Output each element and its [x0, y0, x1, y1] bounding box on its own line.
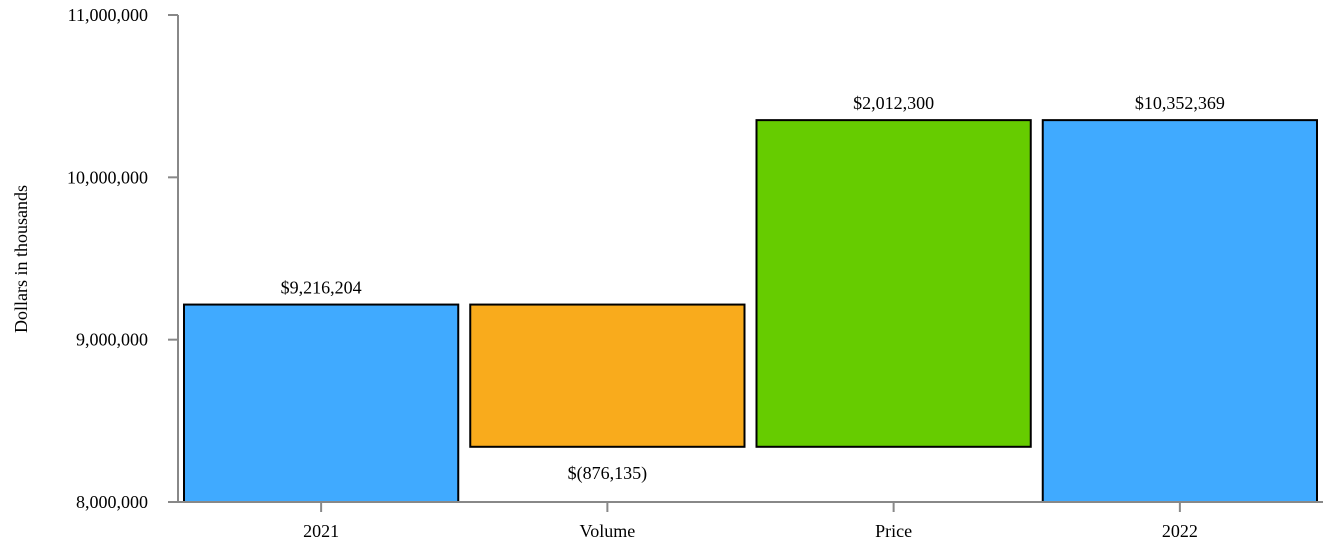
x-tick-label: 2022 [1162, 521, 1198, 541]
data-labels: $9,216,204 $(876,135) $2,012,300 $10,352,36… [281, 93, 1225, 484]
data-label-2021: $9,216,204 [281, 278, 362, 298]
bar-2022 [1041, 119, 1318, 503]
x-tick-label: 2021 [303, 521, 339, 541]
y-axis-title: Dollars in thousands [11, 185, 31, 333]
bars-layer [183, 119, 1318, 503]
bar-volume [469, 303, 746, 448]
data-label-volume: $(876,135) [568, 463, 648, 484]
y-ticks: 8,000,000 9,000,000 10,000,000 11,000,000 [67, 5, 178, 512]
y-tick-label: 8,000,000 [76, 492, 148, 512]
data-label-2022: $10,352,369 [1135, 93, 1225, 113]
axes-layer [177, 15, 1323, 503]
x-tick-label: Price [875, 521, 912, 541]
x-tick-label: Volume [580, 521, 636, 541]
bar-2021 [183, 303, 460, 503]
data-label-price: $2,012,300 [853, 93, 934, 113]
y-tick-label: 9,000,000 [76, 330, 148, 350]
y-tick-label: 11,000,000 [68, 5, 148, 25]
y-tick-label: 10,000,000 [67, 167, 148, 187]
x-ticks: 2021 Volume Price 2022 [303, 502, 1198, 541]
bar-price [755, 119, 1032, 448]
